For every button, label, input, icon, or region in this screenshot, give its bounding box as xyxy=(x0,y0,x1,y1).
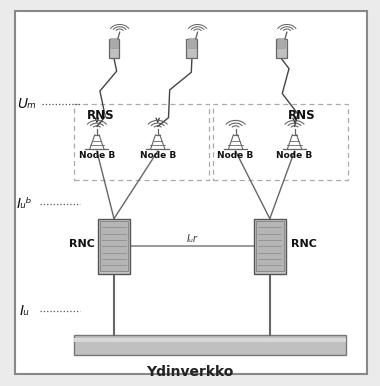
Text: Node B: Node B xyxy=(217,151,254,160)
Bar xyxy=(109,39,119,58)
Text: RNS: RNS xyxy=(87,108,114,122)
Bar xyxy=(100,221,128,271)
Text: Iᵤr: Iᵤr xyxy=(187,234,197,244)
Bar xyxy=(74,338,346,342)
Text: RNC: RNC xyxy=(69,239,95,249)
Bar xyxy=(277,38,285,48)
Text: Ydinverkko: Ydinverkko xyxy=(146,365,234,379)
Bar xyxy=(213,104,348,180)
Text: RNC: RNC xyxy=(291,239,317,249)
Bar xyxy=(74,335,346,356)
Bar xyxy=(110,38,118,48)
Text: RNS: RNS xyxy=(288,108,316,122)
Text: Node B: Node B xyxy=(139,151,176,160)
Text: Uₘ: Uₘ xyxy=(17,97,36,111)
Bar xyxy=(254,218,286,274)
Bar xyxy=(256,221,283,271)
Bar xyxy=(74,104,209,180)
Text: Iᵤᵇ: Iᵤᵇ xyxy=(17,197,33,212)
Text: Node B: Node B xyxy=(276,151,313,160)
Text: Iᵤ: Iᵤ xyxy=(20,304,30,318)
Bar xyxy=(98,218,130,274)
Bar xyxy=(276,39,287,58)
Bar xyxy=(188,38,196,48)
Text: Node B: Node B xyxy=(79,151,115,160)
Bar xyxy=(187,39,197,58)
